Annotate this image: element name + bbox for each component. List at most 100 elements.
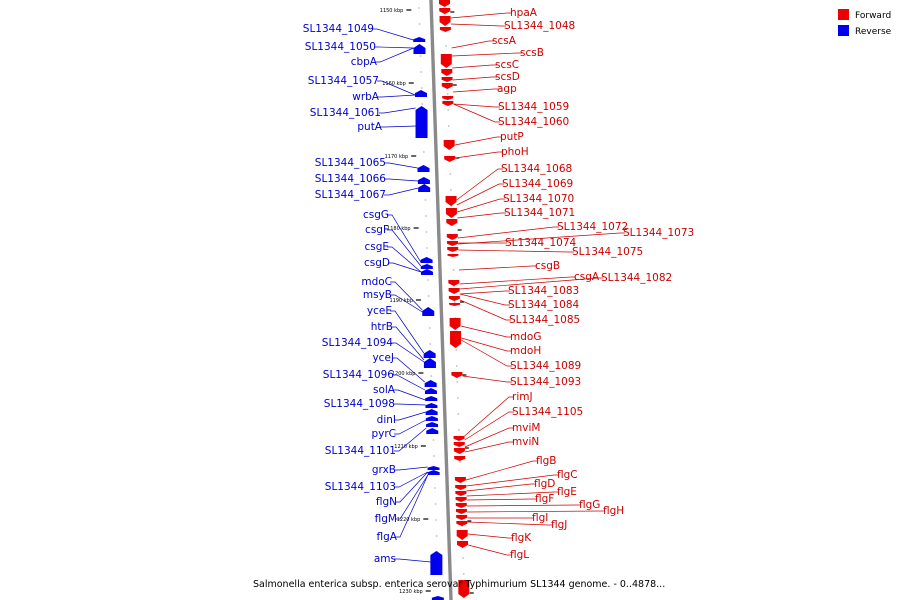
- reverse-label-link: [394, 558, 431, 563]
- forward-gene-label[interactable]: flgD: [534, 478, 555, 490]
- forward-gene-label[interactable]: SL1344_1073: [623, 227, 694, 239]
- reverse-gene-label[interactable]: csgD: [364, 257, 390, 269]
- reverse-gene-label[interactable]: flgA: [377, 531, 398, 543]
- forward-gene-block: [442, 101, 454, 106]
- forward-gene-label[interactable]: csgB: [535, 260, 560, 272]
- reverse-gene-label[interactable]: SL1344_1061: [310, 107, 381, 119]
- forward-gene-label[interactable]: SL1344_1085: [509, 314, 580, 326]
- forward-gene-block: [458, 580, 470, 598]
- forward-gene-label[interactable]: flgJ: [551, 519, 567, 531]
- forward-gene-label[interactable]: flgF: [535, 493, 554, 505]
- forward-gene-label[interactable]: scsB: [520, 47, 544, 59]
- reverse-label-link: [394, 471, 428, 488]
- reverse-gene-label[interactable]: csgF: [365, 224, 389, 236]
- forward-gene-label[interactable]: SL1344_1083: [508, 285, 579, 297]
- reverse-gene-label[interactable]: SL1344_1094: [322, 337, 394, 349]
- forward-gene-block: [454, 456, 466, 461]
- forward-gene-label[interactable]: csgA: [574, 271, 600, 283]
- reverse-gene-label[interactable]: htrB: [371, 321, 393, 333]
- forward-gene-label[interactable]: mviM: [512, 422, 540, 434]
- reverse-gene-block: [426, 428, 439, 434]
- forward-gene-label[interactable]: SL1344_1068: [501, 163, 572, 175]
- forward-gene-label[interactable]: flgG: [579, 499, 600, 511]
- reverse-gene-label[interactable]: SL1344_1050: [305, 41, 376, 53]
- reverse-gene-label[interactable]: SL1344_1065: [315, 157, 386, 169]
- reverse-gene-label[interactable]: pyrC: [371, 428, 396, 440]
- reverse-label-link: [390, 310, 425, 354]
- forward-gene-label[interactable]: SL1344_1048: [504, 20, 575, 32]
- reverse-gene-label[interactable]: SL1344_1096: [323, 369, 395, 381]
- forward-gene-label[interactable]: SL1344_1082: [601, 272, 672, 284]
- forward-gene-label[interactable]: SL1344_1059: [498, 101, 569, 113]
- reverse-gene-label[interactable]: flgN: [376, 496, 397, 508]
- reverse-label-link: [372, 28, 414, 41]
- forward-gene-label[interactable]: flgL: [510, 549, 529, 561]
- forward-gene-label[interactable]: SL1344_1093: [510, 376, 581, 388]
- reverse-gene-block: [425, 403, 438, 408]
- reverse-gene-label[interactable]: SL1344_1067: [315, 189, 386, 201]
- forward-gene-label[interactable]: SL1344_1105: [512, 406, 583, 418]
- forward-label-link: [451, 52, 522, 57]
- forward-label-link: [452, 64, 497, 69]
- kbp-scale: 1150 kbp 1160 kbp 1170 kbp 1180 kbp 1190 kbp…: [380, 8, 474, 595]
- forward-gene-label[interactable]: mdoG: [510, 331, 541, 343]
- reverse-gene-label[interactable]: dinI: [377, 414, 396, 426]
- reverse-label-link: [387, 246, 422, 273]
- reverse-gene-label[interactable]: yceJ: [372, 352, 394, 364]
- reverse-gene-label[interactable]: SL1344_1101: [325, 445, 396, 457]
- forward-gene-label[interactable]: SL1344_1084: [508, 299, 580, 311]
- forward-gene-label[interactable]: rimJ: [512, 391, 533, 403]
- forward-gene-label[interactable]: hpaA: [510, 7, 538, 19]
- forward-gene-label[interactable]: flgC: [557, 469, 578, 481]
- reverse-gene-label[interactable]: solA: [373, 384, 396, 396]
- reverse-gene-label[interactable]: SL1344_1066: [315, 173, 387, 185]
- reverse-gene-label[interactable]: mdoC: [361, 276, 392, 288]
- reverse-gene-block: [418, 184, 431, 192]
- reverse-gene-block: [425, 396, 438, 401]
- forward-gene-label[interactable]: SL1344_1069: [502, 178, 573, 190]
- reverse-gene-label[interactable]: SL1344_1098: [324, 398, 395, 410]
- forward-gene-label[interactable]: scsD: [495, 71, 520, 83]
- forward-gene-label[interactable]: SL1344_1089: [510, 360, 581, 372]
- reverse-gene-label[interactable]: msyB: [363, 289, 392, 301]
- forward-gene-label[interactable]: scsC: [495, 59, 519, 71]
- forward-gene-label[interactable]: SL1344_1060: [498, 116, 569, 128]
- reverse-label-link: [379, 107, 416, 114]
- reverse-gene-label[interactable]: csgE: [364, 241, 389, 253]
- forward-label-link: [459, 277, 603, 290]
- legend: Forward Reverse: [838, 9, 892, 37]
- reverse-gene-label[interactable]: cbpA: [351, 56, 378, 68]
- forward-gene-label[interactable]: SL1344_1070: [503, 193, 574, 205]
- forward-label-link: [461, 337, 512, 352]
- forward-gene-label[interactable]: SL1344_1072: [557, 221, 628, 233]
- reverse-label-link: [384, 162, 418, 169]
- forward-gene-label[interactable]: flgI: [532, 512, 548, 524]
- forward-label-link: [466, 504, 581, 507]
- reverse-gene-label[interactable]: csgG: [363, 209, 389, 221]
- kbp-label: 1220 kbp: [397, 517, 421, 523]
- forward-gene-label[interactable]: phoH: [501, 146, 529, 158]
- reverse-gene-label[interactable]: putA: [357, 121, 382, 133]
- forward-gene-label[interactable]: flgK: [511, 532, 532, 544]
- forward-gene-label[interactable]: mdoH: [510, 345, 541, 357]
- reverse-gene-label[interactable]: flgM: [375, 513, 397, 525]
- forward-gene-label[interactable]: flgH: [603, 505, 624, 517]
- reverse-gene-label[interactable]: wrbA: [352, 91, 380, 103]
- forward-gene-label[interactable]: flgB: [536, 455, 556, 467]
- reverse-gene-label[interactable]: yceE: [367, 305, 392, 317]
- forward-gene-label[interactable]: SL1344_1074: [505, 237, 577, 249]
- forward-gene-label[interactable]: scsA: [492, 35, 517, 47]
- reverse-gene-label[interactable]: SL1344_1103: [325, 481, 396, 493]
- reverse-gene-label[interactable]: grxB: [372, 464, 396, 476]
- forward-gene-block: [441, 77, 453, 82]
- reverse-gene-label[interactable]: SL1344_1049: [303, 23, 374, 35]
- reverse-gene-label[interactable]: SL1344_1057: [308, 75, 379, 87]
- forward-gene-label[interactable]: agp: [497, 83, 517, 95]
- forward-gene-label[interactable]: flgE: [557, 486, 577, 498]
- forward-gene-label[interactable]: SL1344_1075: [572, 246, 643, 258]
- forward-gene-label[interactable]: putP: [500, 131, 524, 143]
- forward-gene-label[interactable]: mviN: [512, 436, 539, 448]
- kbp-label: 1210 kbp: [394, 444, 418, 450]
- forward-gene-label[interactable]: SL1344_1071: [504, 207, 575, 219]
- reverse-gene-label[interactable]: ams: [374, 553, 396, 565]
